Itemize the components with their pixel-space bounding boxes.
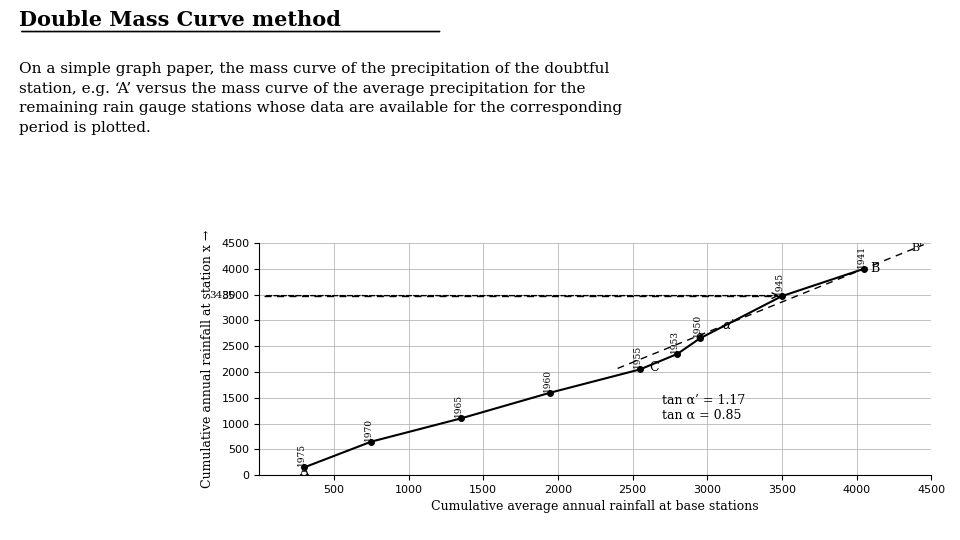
Text: $\alpha$: $\alpha$ bbox=[695, 330, 706, 343]
Text: 1955: 1955 bbox=[633, 345, 642, 368]
X-axis label: Cumulative average annual rainfall at base stations: Cumulative average annual rainfall at ba… bbox=[431, 501, 759, 514]
Text: 1970: 1970 bbox=[364, 417, 373, 441]
Text: $\alpha$': $\alpha$' bbox=[722, 318, 734, 332]
Text: 3480: 3480 bbox=[209, 291, 235, 300]
Text: 1975: 1975 bbox=[297, 443, 306, 467]
Text: 1960: 1960 bbox=[543, 369, 552, 392]
Text: tan α’ = 1.17
tan α = 0.85: tan α’ = 1.17 tan α = 0.85 bbox=[662, 394, 746, 422]
Y-axis label: Cumulative annual rainfall at station x →: Cumulative annual rainfall at station x … bbox=[202, 230, 214, 488]
Text: B': B' bbox=[912, 242, 923, 253]
Text: On a simple graph paper, the mass curve of the precipitation of the doubtful
sta: On a simple graph paper, the mass curve … bbox=[19, 63, 622, 135]
Text: 1945: 1945 bbox=[775, 272, 783, 295]
Text: 1953: 1953 bbox=[670, 330, 679, 353]
Text: B: B bbox=[870, 262, 879, 275]
Text: C: C bbox=[649, 361, 659, 374]
Text: 1965: 1965 bbox=[454, 394, 463, 417]
Text: Double Mass Curve method: Double Mass Curve method bbox=[19, 10, 341, 30]
Text: A: A bbox=[299, 465, 308, 478]
Text: 1950: 1950 bbox=[692, 314, 702, 338]
Text: 1941: 1941 bbox=[857, 245, 866, 268]
